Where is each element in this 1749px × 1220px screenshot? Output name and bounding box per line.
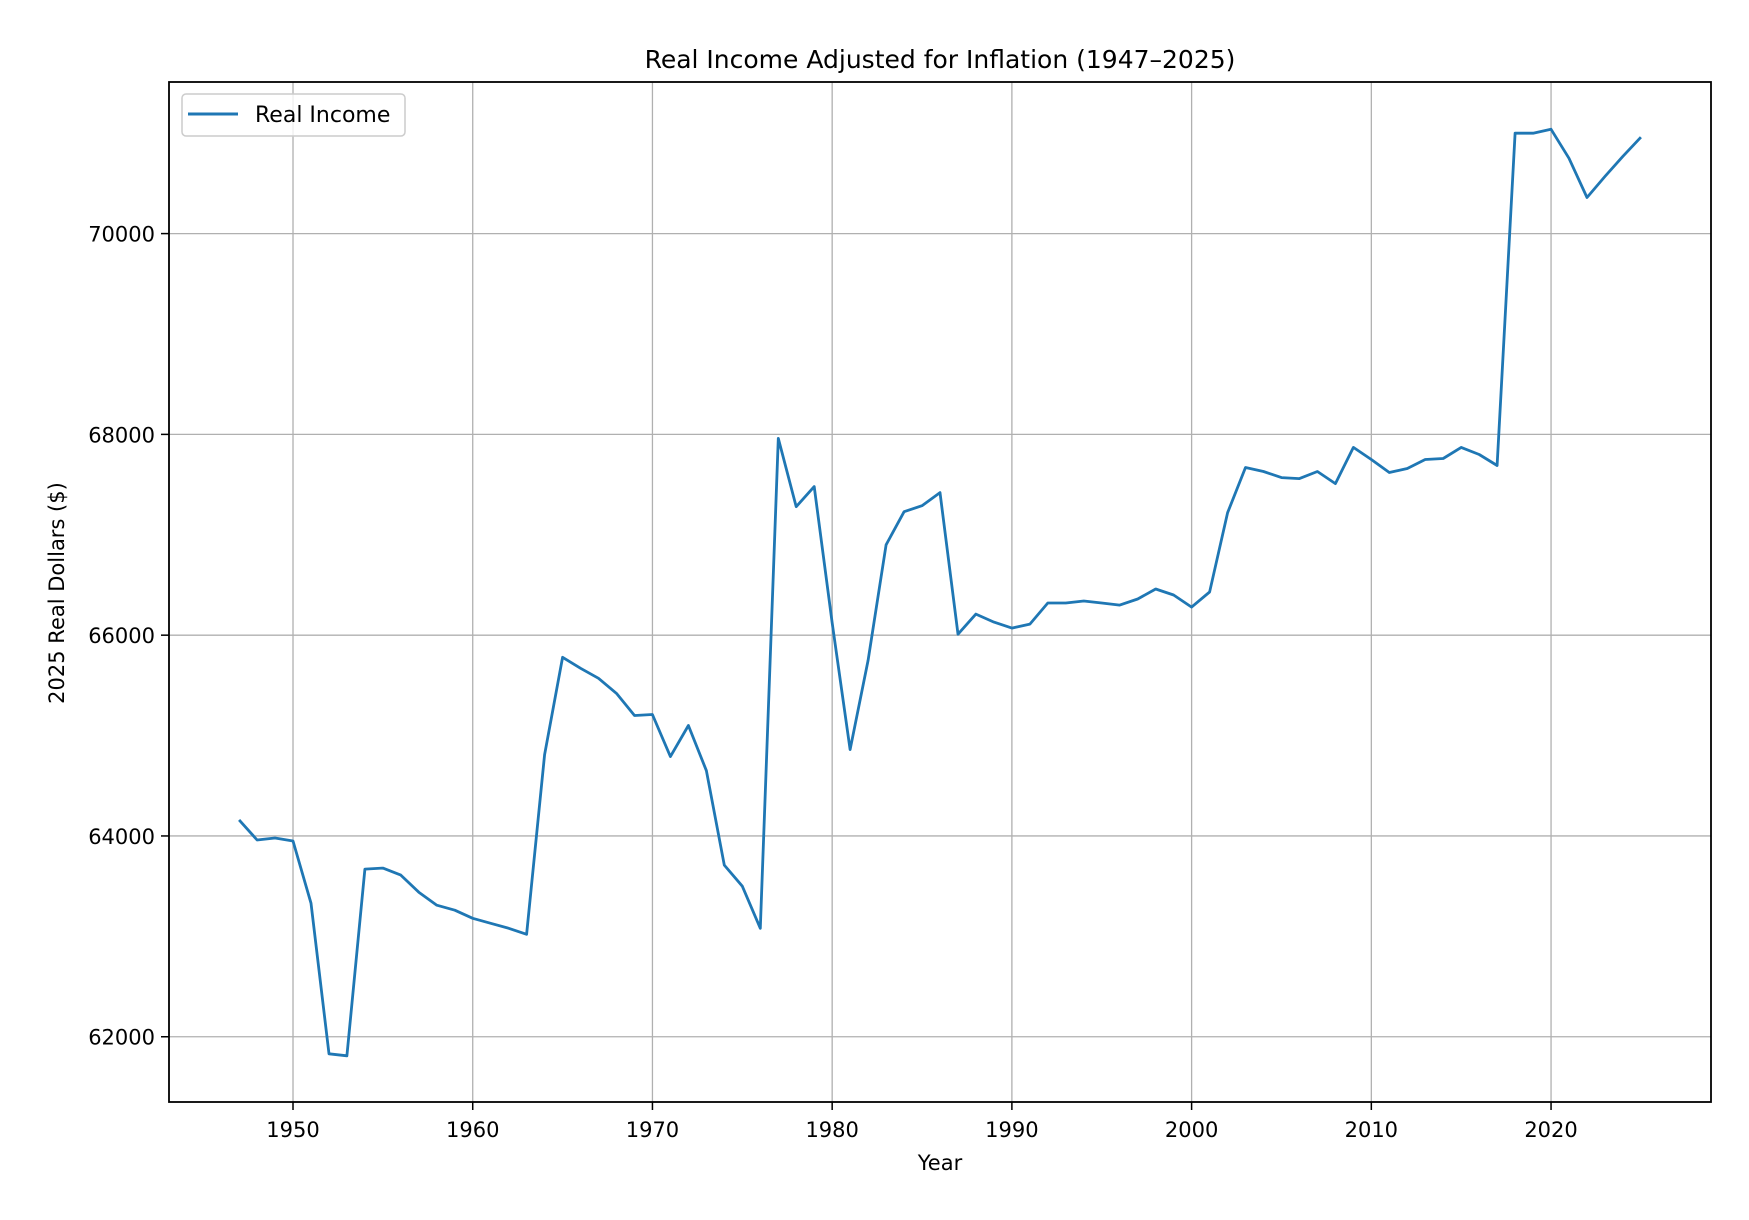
- x-tick-label: 2010: [1345, 1118, 1398, 1142]
- legend-label: Real Income: [255, 103, 390, 128]
- x-axis-label: Year: [917, 1151, 963, 1175]
- plot-frame: [169, 82, 1711, 1102]
- ticks: 1950 1960 1970 1980 1990 2000 2010 2020 62000 640…: [88, 223, 1578, 1142]
- series-layer: [239, 129, 1641, 1056]
- grid: [169, 82, 1711, 1102]
- y-tick-label: 66000: [88, 624, 155, 648]
- y-axis-label: 2025 Real Dollars ($): [45, 482, 69, 704]
- y-tick-label: 68000: [88, 423, 155, 447]
- y-tick-label: 64000: [88, 825, 155, 849]
- x-tick-label: 1970: [626, 1118, 679, 1142]
- x-tick-label: 1990: [985, 1118, 1038, 1142]
- x-tick-label: 2000: [1165, 1118, 1218, 1142]
- x-tick-label: 1950: [266, 1118, 319, 1142]
- chart-title: Real Income Adjusted for Inflation (1947…: [645, 45, 1236, 74]
- series-line-real-income: [239, 129, 1641, 1056]
- y-tick-label: 70000: [88, 223, 155, 247]
- x-tick-label: 1980: [805, 1118, 858, 1142]
- y-tick-label: 62000: [88, 1026, 155, 1050]
- x-tick-label: 1960: [446, 1118, 499, 1142]
- legend: Real Income: [182, 94, 405, 136]
- x-tick-label: 2020: [1524, 1118, 1577, 1142]
